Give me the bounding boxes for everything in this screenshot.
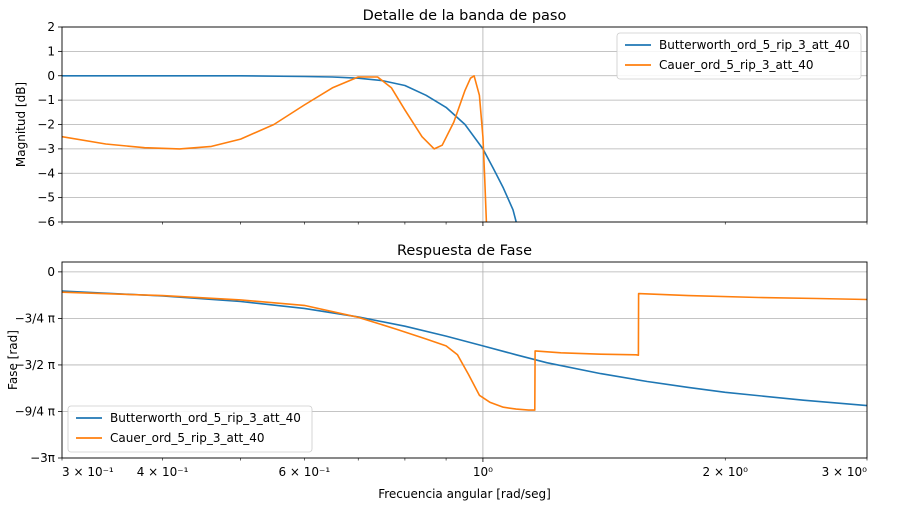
x-tick-label: 2 × 10⁰ xyxy=(703,465,749,479)
x-tick-label: 3 × 10⁻¹ xyxy=(62,465,114,479)
phase-title: Respuesta de Fase xyxy=(397,243,532,259)
series-line xyxy=(62,290,867,407)
legend-entry-label: Butterworth_ord_5_rip_3_att_40 xyxy=(110,411,301,425)
y-tick-label: −6 xyxy=(37,215,55,229)
magnitude-lines xyxy=(62,75,517,222)
phase-axes-frame xyxy=(61,261,868,459)
magnitude-subplot: Detalle de la banda de paso 2 1 0 −1 −2 −3 −4 −… xyxy=(14,8,868,229)
x-tick-label: 3 × 10⁰ xyxy=(822,465,868,479)
legend-box xyxy=(67,405,313,453)
legend-box xyxy=(616,32,862,80)
y-tick-label: −3π xyxy=(30,451,55,465)
series-line xyxy=(62,75,488,222)
series-line xyxy=(62,75,517,222)
magnitude-y-axis-label: Magnitud [dB] xyxy=(14,82,28,167)
magnitude-legend: Butterworth_ord_5_rip_3_att_40 Cauer_ord_… xyxy=(616,32,862,80)
phase-x-axis-label: Frecuencia angular [rad/seg] xyxy=(378,487,551,501)
y-tick-label: −4 xyxy=(37,166,55,180)
legend-entry-label: Cauer_ord_5_rip_3_att_40 xyxy=(110,431,265,445)
y-tick-label: −1 xyxy=(37,93,55,107)
y-tick-label: 2 xyxy=(47,20,55,34)
y-tick-label: −3/2 π xyxy=(15,358,55,372)
y-tick-label: −2 xyxy=(37,118,55,132)
y-tick-label: −3 xyxy=(37,142,55,156)
y-tick-label: −9/4 π xyxy=(15,404,55,418)
y-tick-label: 0 xyxy=(47,265,55,279)
phase-legend: Butterworth_ord_5_rip_3_att_40 Cauer_ord_… xyxy=(67,405,313,453)
y-tick-label: 0 xyxy=(47,69,55,83)
y-tick-label: −5 xyxy=(37,191,55,205)
x-tick-label: 6 × 10⁻¹ xyxy=(278,465,330,479)
x-tick-label: 10⁰ xyxy=(473,465,493,479)
phase-lines xyxy=(62,290,867,411)
x-tick-label: 4 × 10⁻¹ xyxy=(137,465,189,479)
legend-entry-label: Cauer_ord_5_rip_3_att_40 xyxy=(659,58,814,72)
phase-y-axis-label: Fase [rad] xyxy=(6,330,20,390)
phase-ticks: 0 −3/4 π −3/2 π −9/4 π −3π 3 × 10⁻¹ 4 × 10⁻¹ 6 … xyxy=(15,265,868,479)
y-tick-label: 1 xyxy=(47,44,55,58)
phase-subplot: Respuesta de Fase 0 −3/4 π −3/2 π −9/4 π −3π… xyxy=(6,243,868,501)
magnitude-title: Detalle de la banda de paso xyxy=(363,8,567,24)
y-tick-label: −3/4 π xyxy=(15,311,55,325)
magnitude-ticks: 2 1 0 −1 −2 −3 −4 −5 −6 xyxy=(37,20,868,229)
series-line xyxy=(62,291,867,411)
legend-entry-label: Butterworth_ord_5_rip_3_att_40 xyxy=(659,38,850,52)
